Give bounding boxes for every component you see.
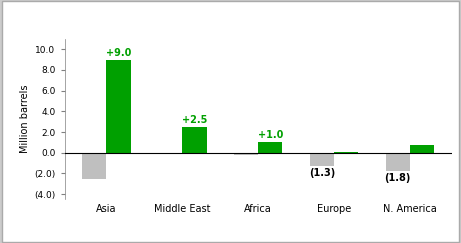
- Text: +2.5: +2.5: [182, 115, 207, 125]
- Text: Ongoing Refinery Shift from East to West: Ongoing Refinery Shift from East to West: [76, 10, 385, 24]
- Y-axis label: Million barrels: Million barrels: [20, 85, 30, 153]
- Text: +9.0: +9.0: [106, 47, 131, 58]
- Bar: [385, 153, 410, 171]
- Bar: [182, 127, 207, 153]
- Bar: [310, 153, 334, 166]
- Text: (1.8): (1.8): [384, 174, 411, 183]
- Bar: [106, 60, 131, 153]
- Bar: [234, 153, 258, 155]
- Bar: [410, 146, 434, 153]
- Bar: [258, 142, 283, 153]
- Text: (1.3): (1.3): [309, 168, 335, 178]
- Text: +1.0: +1.0: [258, 130, 283, 140]
- Bar: [334, 152, 358, 153]
- Text: (2): (2): [373, 6, 387, 15]
- Bar: [82, 153, 106, 179]
- Bar: [158, 153, 182, 154]
